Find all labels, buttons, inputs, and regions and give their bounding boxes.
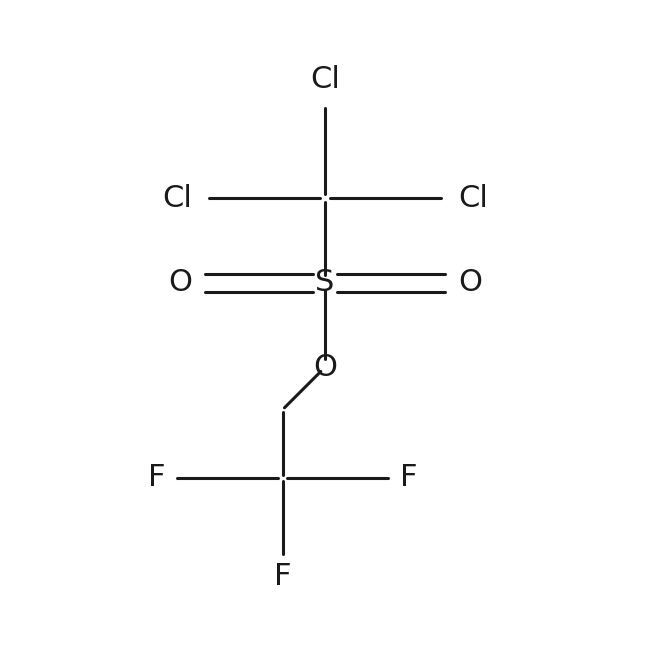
Text: F: F bbox=[400, 463, 417, 492]
Text: Cl: Cl bbox=[310, 65, 340, 94]
Text: S: S bbox=[315, 268, 335, 297]
Text: O: O bbox=[313, 353, 337, 382]
Text: Cl: Cl bbox=[162, 184, 192, 213]
Text: Cl: Cl bbox=[458, 184, 488, 213]
Text: F: F bbox=[148, 463, 166, 492]
Text: F: F bbox=[274, 562, 291, 592]
Text: O: O bbox=[168, 268, 192, 297]
Text: O: O bbox=[458, 268, 482, 297]
